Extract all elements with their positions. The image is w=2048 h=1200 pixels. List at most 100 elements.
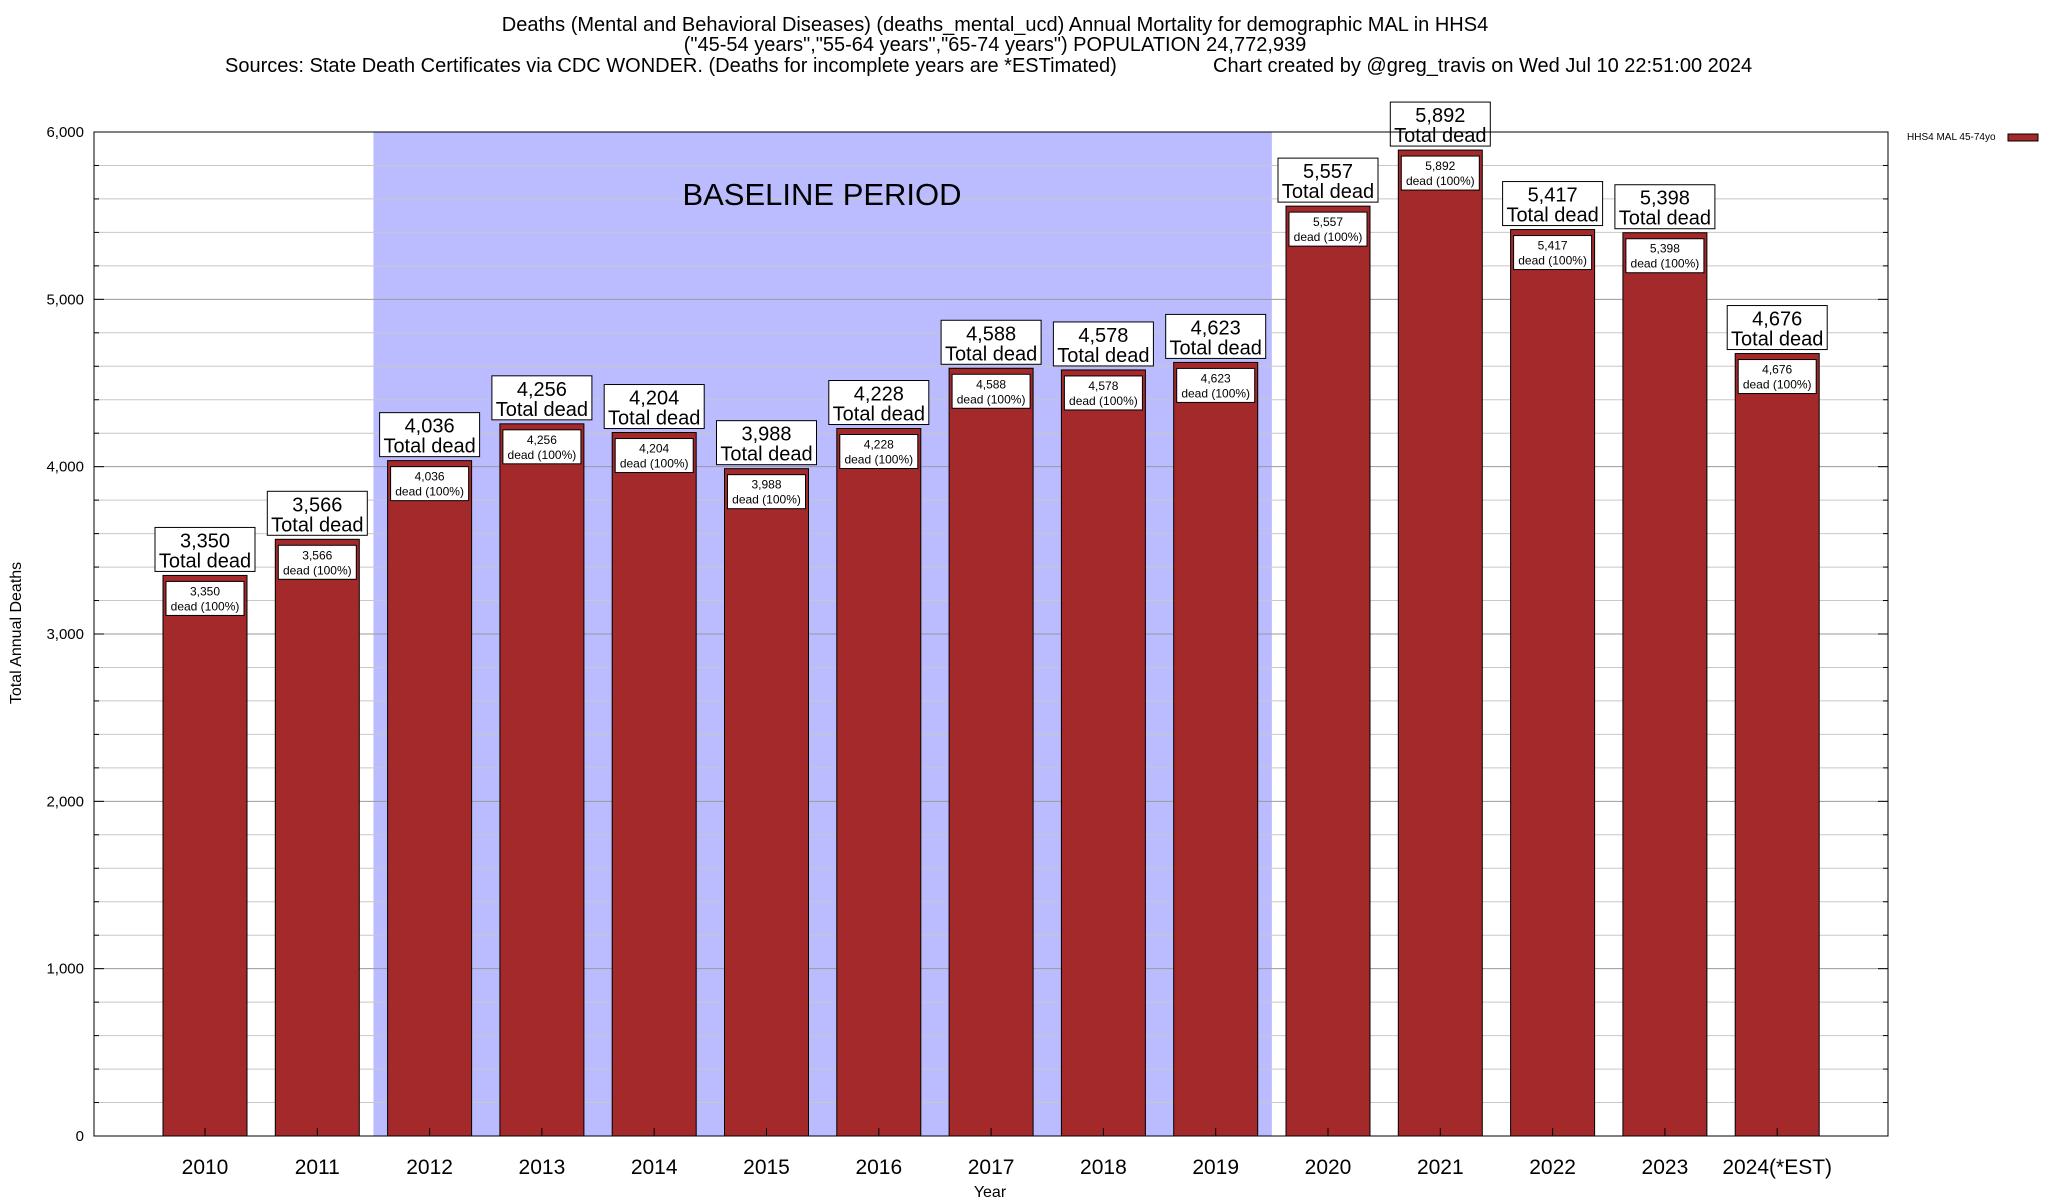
bar-2019 [1173,361,1259,1137]
total-label-box [491,375,593,421]
y-tick-label: 4,000 [46,459,84,476]
bar-2017 [948,367,1034,1137]
x-tick-label-2016: 2016 [855,1156,902,1179]
total-value-label: 4,256 [517,379,567,401]
bar-2023 [1622,232,1708,1137]
inner-label-box [614,438,694,474]
inner-label-box [390,466,470,502]
title-line-1: Deaths (Mental and Behavioral Diseases) … [502,14,1488,36]
title-line-3: Sources: State Death Certificates via CD… [225,55,1117,77]
total-dead-label: Total dead [1057,345,1149,367]
total-value-label: 4,228 [854,384,904,406]
inner-percent-label: dead (100%) [395,485,464,499]
x-axis-label: Year [974,1184,1007,1200]
total-dead-label: Total dead [383,436,475,458]
inner-value-label: 5,892 [1425,159,1455,173]
y-tick-label: 0 [76,1128,84,1145]
chart-title: Deaths (Mental and Behavioral Diseases) … [225,14,1752,77]
inner-percent-label: dead (100%) [1069,394,1138,408]
x-tick-label-2015: 2015 [743,1156,790,1179]
inner-label-box [1176,367,1256,403]
total-value-label: 4,204 [629,388,679,410]
inner-label-box [951,373,1031,409]
total-dead-label: Total dead [1506,205,1598,227]
y-axis-label: Total Annual Deaths [8,562,25,704]
total-label-box [154,526,256,572]
total-dead-label: Total dead [1394,125,1486,147]
total-value-label: 5,398 [1640,188,1690,210]
total-dead-label: Total dead [720,444,812,466]
inner-value-label: 4,256 [527,433,557,447]
total-dead-label: Total dead [1731,329,1823,351]
total-label-box [940,319,1042,365]
inner-percent-label: dead (100%) [1631,257,1700,271]
y-tick-label: 3,000 [46,626,84,643]
bar-2015 [724,468,809,1137]
total-value-label: 4,676 [1752,309,1802,331]
total-value-label: 5,892 [1415,105,1465,127]
legend: HHS4 MAL 45-74yo [1907,132,2039,143]
y-tick-label: 2,000 [46,793,84,810]
legend-label: HHS4 MAL 45-74yo [1907,132,1996,143]
x-tick-label-2022: 2022 [1529,1156,1576,1179]
total-dead-label: Total dead [1619,208,1711,230]
y-tick-label: 1,000 [46,961,84,978]
bar-2016 [836,428,922,1137]
bar-2022 [1510,229,1596,1137]
inner-percent-label: dead (100%) [171,599,240,613]
bar-2012 [387,460,473,1137]
inner-percent-label: dead (100%) [1294,230,1363,244]
x-tick-label-2020: 2020 [1305,1156,1352,1179]
inner-value-label: 5,417 [1538,239,1568,253]
bars [162,149,1820,1137]
total-value-label: 3,988 [741,424,791,446]
total-label-box [828,380,930,426]
total-dead-label: Total dead [833,404,925,426]
inner-percent-label: dead (100%) [1743,378,1812,392]
total-dead-label: Total dead [496,399,588,421]
x-tick-label-2017: 2017 [968,1156,1015,1179]
title-line-2: ("45-54 years","55-64 years","65-74 year… [684,34,1307,56]
inner-value-label: 4,623 [1201,371,1231,385]
inner-value-label: 4,228 [864,438,894,452]
bar-2013 [499,423,585,1137]
x-tick-label-2013: 2013 [519,1156,566,1179]
inner-percent-label: dead (100%) [620,457,689,471]
total-dead-label: Total dead [1170,337,1262,359]
x-tick-label-2023: 2023 [1642,1156,1689,1179]
x-tick-label-2019: 2019 [1192,1156,1239,1179]
total-value-label: 5,417 [1528,185,1578,207]
total-value-label: 5,557 [1303,161,1353,183]
inner-label-box [839,434,919,470]
x-tick-label-2018: 2018 [1080,1156,1127,1179]
inner-percent-label: dead (100%) [283,563,352,577]
inner-value-label: 4,578 [1088,379,1118,393]
legend-swatch [2007,133,2039,142]
inner-percent-label: dead (100%) [1406,174,1475,188]
inner-percent-label: dead (100%) [732,493,801,507]
inner-value-label: 5,398 [1650,242,1680,256]
inner-value-label: 3,988 [751,478,781,492]
total-label-box [603,384,705,430]
x-tick-label-2011: 2011 [295,1156,340,1179]
inner-value-label: 4,204 [639,442,669,456]
axes: 0 1,000 2,000 3,000 4,000 5,000 6,000 2010 2011 2… [46,124,1889,1179]
total-label-box [1277,157,1379,203]
bar-2024(*EST) [1734,353,1820,1137]
total-value-label: 3,350 [180,530,230,552]
inner-label-box [277,544,357,580]
total-label-box [1614,184,1716,230]
inner-value-label: 4,676 [1762,363,1792,377]
inner-label-box [1063,375,1143,411]
inner-label-box [165,580,245,616]
inner-label-box [502,429,582,465]
inner-label-box [1288,211,1368,247]
bar-2010 [162,574,248,1137]
inner-label-box [1513,235,1593,271]
x-tick-label-2014: 2014 [631,1156,678,1179]
total-label-box [1052,321,1154,367]
total-dead-label: Total dead [1282,181,1374,203]
total-label-box [379,412,481,458]
